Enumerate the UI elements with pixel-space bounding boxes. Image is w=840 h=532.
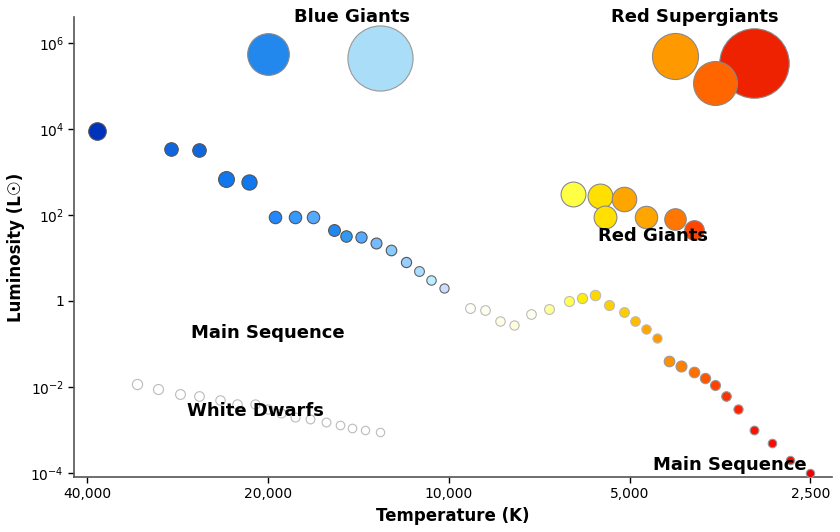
Point [243,177,256,186]
Point [289,413,302,421]
Point [563,297,576,305]
Point [151,385,165,393]
Text: Main Sequence: Main Sequence [654,456,807,475]
Point [593,192,606,200]
Point [249,400,262,408]
Point [192,392,206,401]
Point [765,438,779,447]
Point [688,368,701,377]
Point [688,226,701,234]
Point [669,52,682,60]
Point [307,213,320,221]
Point [230,400,244,408]
Point [784,456,797,464]
Point [275,409,288,417]
Point [437,284,450,292]
Point [399,258,412,267]
Point [708,78,722,87]
Text: Blue Giants: Blue Giants [294,8,410,26]
Point [575,293,589,302]
Point [524,310,538,318]
Point [543,305,556,313]
X-axis label: Temperature (K): Temperature (K) [376,507,530,525]
Point [698,374,711,383]
Point [91,127,104,135]
Point [370,239,383,247]
Point [339,231,353,240]
Point [494,317,507,325]
Point [165,144,178,153]
Point [628,317,642,325]
Point [345,424,359,433]
Point [507,321,520,330]
Point [478,306,491,315]
Point [261,50,275,59]
Point [374,428,387,436]
Point [617,195,631,204]
Point [589,290,602,299]
Text: Red Giants: Red Giants [598,227,708,245]
Point [603,301,617,310]
Point [675,362,688,371]
Point [639,213,653,221]
Point [354,233,368,242]
Point [617,308,631,317]
Point [748,426,761,434]
Point [412,267,426,275]
Point [319,418,333,427]
Point [720,392,733,401]
Text: Main Sequence: Main Sequence [192,324,344,342]
Point [268,213,281,221]
Point [639,325,653,334]
Text: White Dwarfs: White Dwarfs [186,402,323,420]
Point [662,357,675,365]
Point [213,396,227,404]
Point [669,215,682,223]
Y-axis label: Luminosity (L☉): Luminosity (L☉) [7,172,25,322]
Point [424,276,438,285]
Point [333,421,346,429]
Point [192,146,206,154]
Point [328,226,341,234]
Point [748,59,761,67]
Point [173,389,186,398]
Point [130,379,144,388]
Text: Red Supergiants: Red Supergiants [611,8,778,26]
Point [731,405,744,414]
Point [464,303,477,312]
Point [650,334,664,342]
Point [219,174,233,183]
Point [303,415,317,423]
Point [708,381,722,389]
Point [358,426,371,434]
Point [598,213,612,221]
Point [289,213,302,221]
Point [261,405,275,414]
Point [384,246,397,255]
Point [804,469,817,477]
Point [374,54,387,62]
Point [567,190,580,199]
